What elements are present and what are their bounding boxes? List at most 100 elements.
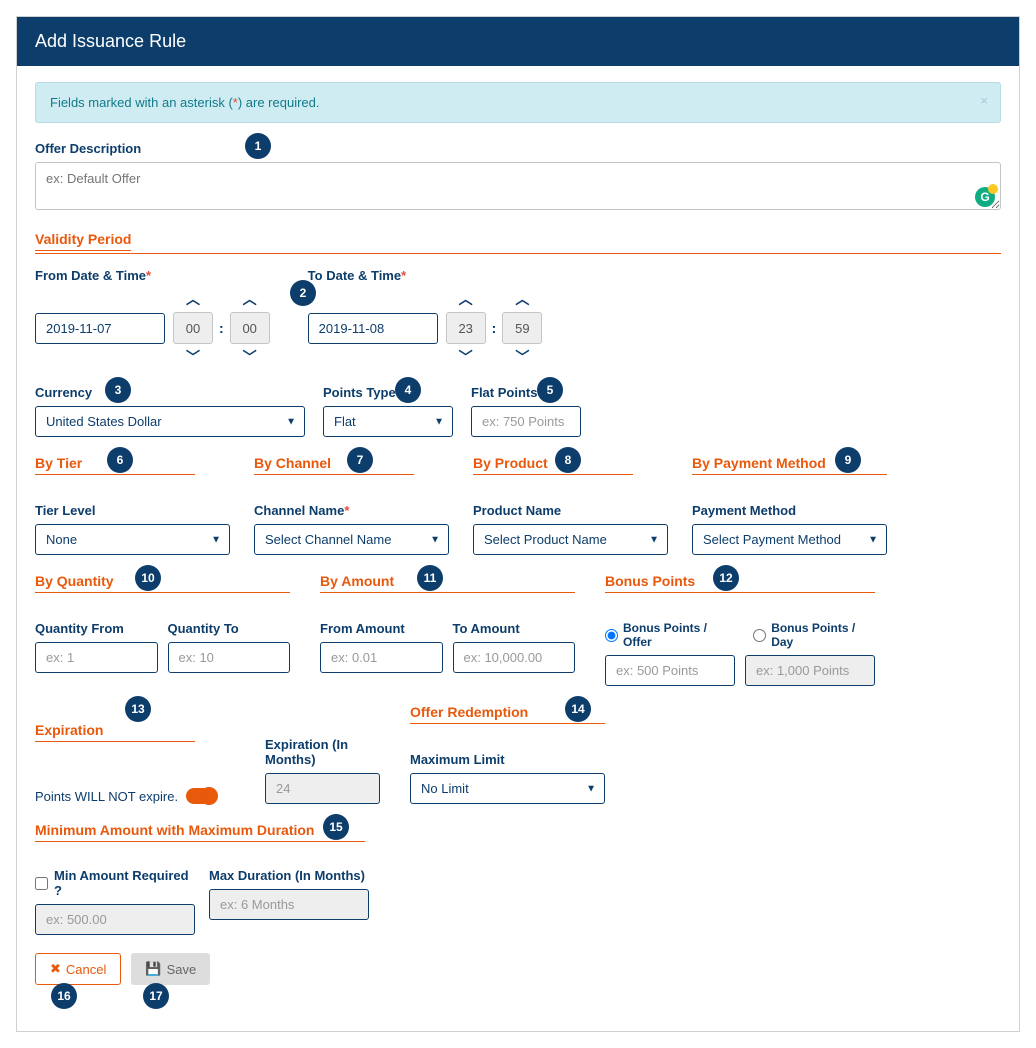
chevron-down-icon[interactable]: ﹀ [173,347,213,367]
grammarly-icon: G [975,187,995,207]
caret-down-icon: ▼ [649,534,659,545]
validity-sep [35,253,1001,254]
flat-points-input[interactable] [471,406,581,437]
info-suffix: ) are required. [238,95,320,110]
expiration-title: Expiration [35,722,195,742]
payment-select[interactable]: Select Payment Method▼ [692,524,887,555]
max-duration-label: Max Duration (In Months) [209,868,369,883]
info-banner: Fields marked with an asterisk (*) are r… [35,82,1001,123]
amt-from-label: From Amount [320,621,443,636]
qty-to-label: Quantity To [168,621,291,636]
amt-to-label: To Amount [453,621,576,636]
channel-select[interactable]: Select Channel Name▼ [254,524,449,555]
minmax-section: 15 Minimum Amount with Maximum Duration … [35,822,1001,935]
qty-to-input[interactable] [168,642,291,673]
header-title: Add Issuance Rule [35,31,186,51]
flat-points-label: Flat Points* [471,385,581,400]
min-amount-input [35,904,195,935]
caret-down-icon: ▼ [868,534,878,545]
caret-down-icon: ▼ [211,534,221,545]
product-title: By Product [473,455,633,475]
badge-4: 4 [395,377,421,403]
offer-description-label: Offer Description [35,141,1001,156]
chevron-down-icon[interactable]: ﹀ [502,347,542,367]
bonus-offer-input[interactable] [605,655,735,686]
from-date-label: From Date & Time* [35,268,270,283]
chevron-up-icon[interactable]: ︿ [173,289,213,309]
badge-12: 12 [713,565,739,591]
from-date-col: From Date & Time* ︿ ﹀ : ︿ ﹀ [35,268,270,367]
form-header: Add Issuance Rule [17,17,1019,66]
min-amount-checkbox[interactable]: Min Amount Required ? [35,868,195,898]
time-colon: : [492,320,497,336]
amount-title: By Amount [320,573,575,593]
offer-description-group: Offer Description 1 G [35,141,1001,213]
currency-label: Currency [35,385,305,400]
expire-toggle-label: Points WILL NOT expire. [35,789,178,804]
points-type-label: Points Type [323,385,453,400]
qty-from-input[interactable] [35,642,158,673]
chevron-up-icon[interactable]: ︿ [502,289,542,309]
from-hh-input[interactable] [173,312,213,344]
time-colon: : [219,320,224,336]
chevron-down-icon[interactable]: ﹀ [446,347,486,367]
bonus-title: Bonus Points [605,573,875,593]
caret-down-icon: ▼ [430,534,440,545]
chevron-down-icon[interactable]: ﹀ [230,347,270,367]
to-hh-input[interactable] [446,312,486,344]
points-type-select[interactable]: Flat▼ [323,406,453,437]
chevron-up-icon[interactable]: ︿ [230,289,270,309]
bonus-day-radio[interactable]: Bonus Points / Day [753,621,875,649]
badge-9: 9 [835,447,861,473]
qty-amt-row: 10 11 12 By Quantity Quantity From Quant… [35,573,1001,686]
to-date-input[interactable] [308,313,438,344]
info-prefix: Fields marked with an asterisk ( [50,95,233,110]
badge-10: 10 [135,565,161,591]
to-date-col: To Date & Time* ︿ ﹀ : ︿ ﹀ [308,268,543,367]
quantity-title: By Quantity [35,573,290,593]
max-duration-input [209,889,369,920]
to-mm-input[interactable] [502,312,542,344]
exp-red-row: 13 14 Expiration Points WILL NOT expire.… [35,704,1001,804]
cancel-button[interactable]: ✖Cancel [35,953,121,985]
from-mm-input[interactable] [230,312,270,344]
save-button[interactable]: 💾Save [131,953,210,985]
x-icon: ✖ [50,961,61,977]
chevron-up-icon[interactable]: ︿ [446,289,486,309]
validity-title: Validity Period [35,231,131,251]
payment-label: Payment Method [692,503,887,518]
currency-select[interactable]: United States Dollar▼ [35,406,305,437]
save-icon: 💾 [145,961,161,977]
bonus-day-input [745,655,875,686]
tier-label: Tier Level [35,503,230,518]
form-container: Add Issuance Rule Fields marked with an … [16,16,1020,1032]
product-select[interactable]: Select Product Name▼ [473,524,668,555]
badge-2: 2 [290,280,316,306]
max-limit-label: Maximum Limit [410,752,605,767]
expire-toggle[interactable] [186,788,216,804]
form-body: Fields marked with an asterisk (*) are r… [17,66,1019,1031]
badge-13: 13 [125,696,151,722]
minmax-title: Minimum Amount with Maximum Duration [35,822,365,842]
badge-16: 16 [51,983,77,1009]
channel-label: Channel Name* [254,503,449,518]
max-limit-select[interactable]: No Limit▼ [410,773,605,804]
badge-8: 8 [555,447,581,473]
close-icon[interactable]: × [980,93,988,108]
exp-months-label: Expiration (In Months) [265,737,380,767]
badge-17: 17 [143,983,169,1009]
from-date-input[interactable] [35,313,165,344]
amt-from-input[interactable] [320,642,443,673]
currency-row: 3 4 5 Currency United States Dollar▼ Poi… [35,385,1001,437]
product-label: Product Name [473,503,668,518]
tier-select[interactable]: None▼ [35,524,230,555]
badge-1: 1 [245,133,271,159]
badge-6: 6 [107,447,133,473]
to-date-label: To Date & Time* [308,268,543,283]
badge-15: 15 [323,814,349,840]
caret-down-icon: ▼ [286,416,296,427]
button-row: 16 17 ✖Cancel 💾Save [35,953,1001,985]
bonus-offer-radio[interactable]: Bonus Points / Offer [605,621,733,649]
amt-to-input[interactable] [453,642,576,673]
offer-description-input[interactable] [35,162,1001,210]
